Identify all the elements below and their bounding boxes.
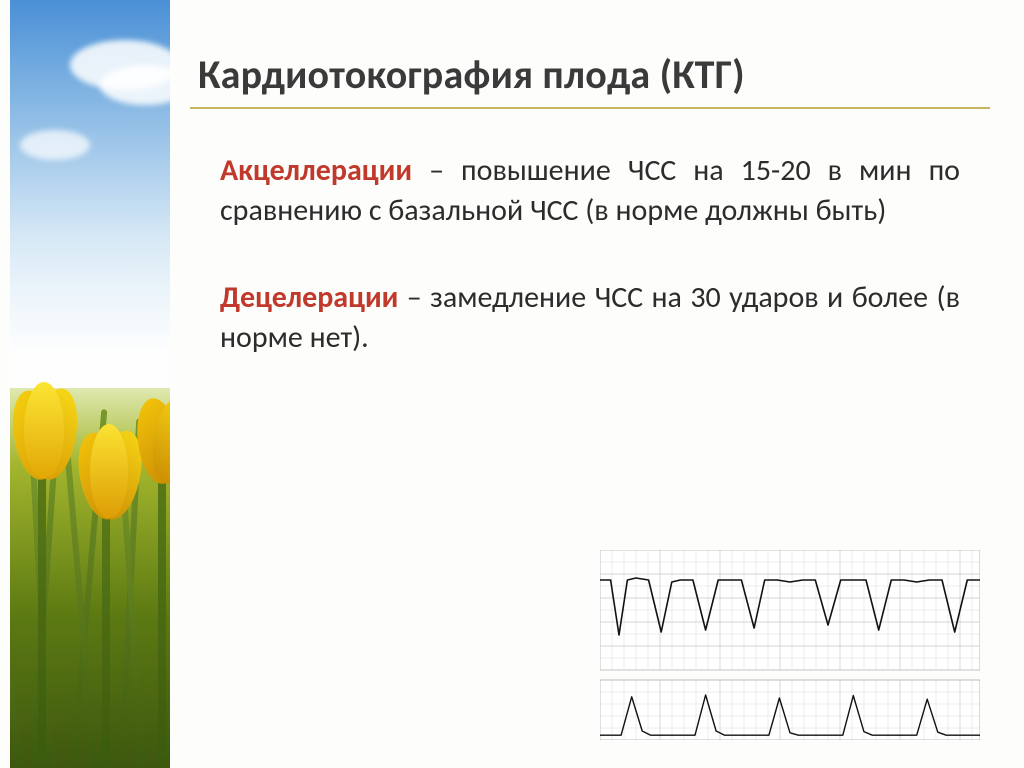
term-accelerations: Акцеллерации: [220, 152, 412, 189]
accelerations-paragraph: Акцеллерации – повышение ЧСС на 15-20 в …: [220, 151, 960, 230]
left-photo-tulips: [10, 0, 170, 768]
ctg-svg: [600, 550, 980, 740]
decelerations-paragraph: Децелерации – замедление ЧСС на 30 ударо…: [220, 278, 960, 357]
term-decelerations: Децелерации: [220, 279, 398, 316]
tulip-flower: [128, 388, 170, 488]
tulip-stem: [158, 468, 166, 768]
content-area: Кардиотокография плода (КТГ) Акцеллераци…: [190, 50, 990, 405]
cloud: [20, 130, 90, 160]
slide-title: Кардиотокография плода (КТГ): [190, 50, 990, 109]
tulip-stem: [38, 468, 46, 768]
slide: Кардиотокография плода (КТГ) Акцеллераци…: [0, 0, 1024, 768]
tulip-stem: [102, 508, 110, 768]
ctg-strip-chart: [600, 550, 980, 740]
